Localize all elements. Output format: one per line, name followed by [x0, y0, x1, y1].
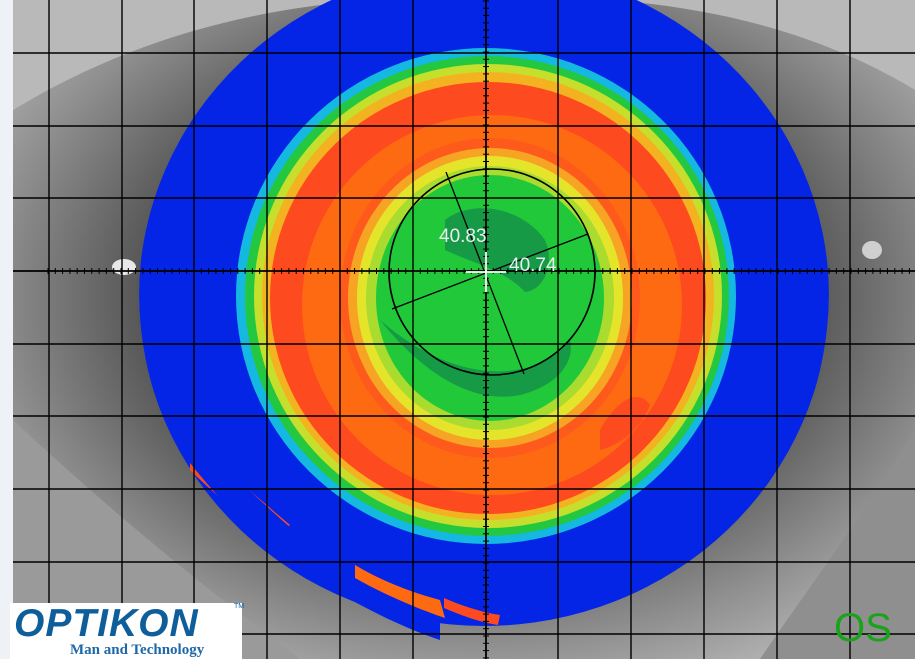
keratometry-zone-circle — [388, 168, 596, 376]
k-steep-value: 40.83 — [439, 226, 487, 247]
logo-trademark: TM — [234, 603, 245, 610]
logo-tagline: Man and Technology — [70, 642, 205, 658]
k-flat-value: 40.74 — [509, 255, 557, 276]
center-crosshair — [466, 252, 506, 292]
topography-color-map — [139, 0, 829, 626]
eye-reflection-right — [862, 241, 882, 259]
eye-reflection — [112, 259, 136, 275]
eye-side-label: OS — [834, 606, 892, 650]
map-lower-band-orange — [355, 565, 445, 618]
measurement-grid — [13, 0, 915, 659]
upper-eyelid-shadow — [13, 0, 915, 110]
optikon-logo: OPTIKON TM Man and Technology — [10, 602, 245, 659]
window-left-edge — [0, 0, 13, 659]
lower-skin-right — [760, 430, 915, 659]
logo-wordmark: OPTIKON — [14, 602, 199, 645]
lower-skin — [13, 420, 300, 659]
